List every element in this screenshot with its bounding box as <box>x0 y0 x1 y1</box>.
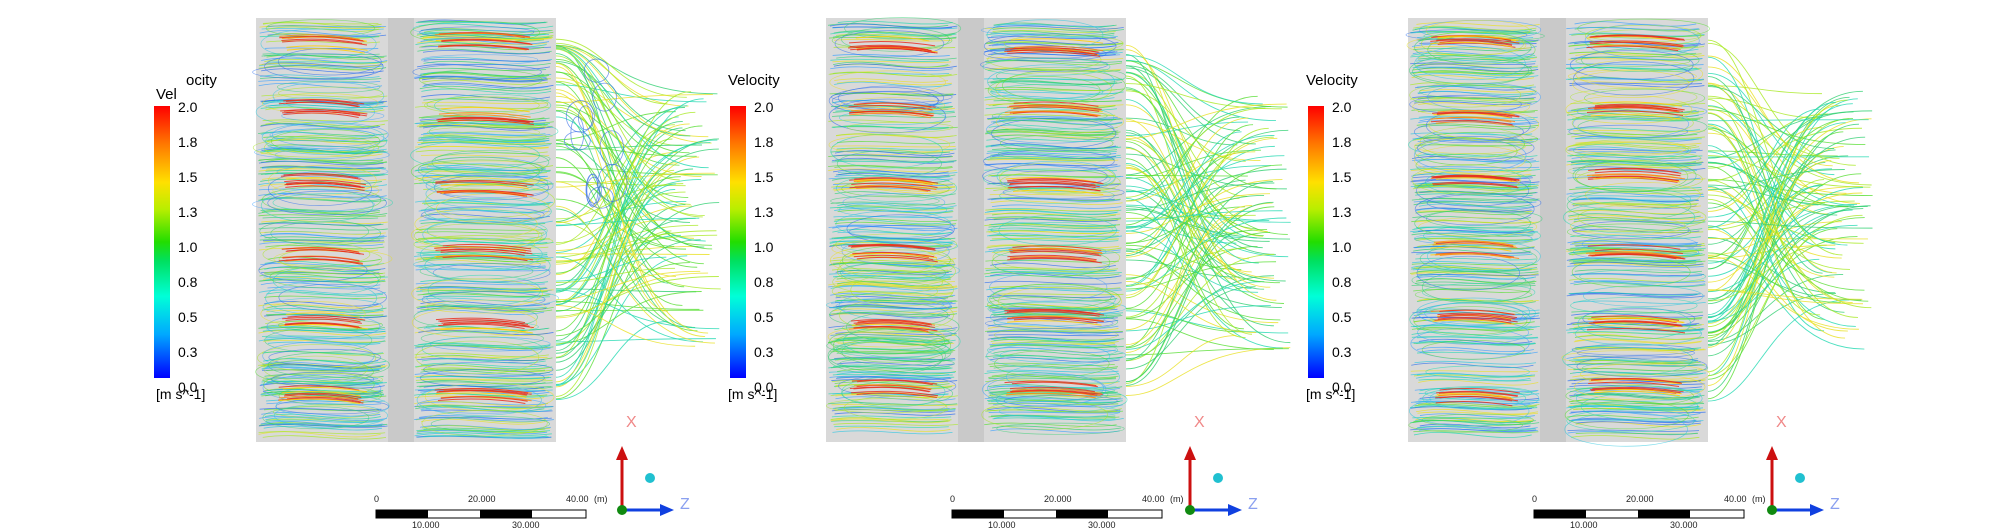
colorbar-tick-label: 1.3 <box>1332 204 1352 220</box>
scale-bar-label: 0 <box>950 494 956 504</box>
colorbar-tick-label: 1.8 <box>754 134 774 150</box>
legend-unit: [m s^-1] <box>156 386 206 402</box>
colorbar-tick-label: 1.0 <box>178 239 198 255</box>
streamline-panel-1: ocity Vel 2.0 1.8 1.5 1.3 1.0 0.8 0.5 0.3 0.0 [m… <box>140 0 740 532</box>
legend-title-clipped-1: ocity Vel <box>156 72 221 106</box>
colorbar-tick-label: 0.8 <box>178 274 198 290</box>
scale-bar-unit: (m) <box>1752 494 1766 504</box>
colorbar-tick-label: 0.5 <box>754 309 774 325</box>
colorbar-tick-label: 0.3 <box>178 344 198 360</box>
legend-unit: [m s^-1] <box>728 386 778 402</box>
colorbar-tick-label: 1.5 <box>754 169 774 185</box>
colorbar-tick-label: 2.0 <box>1332 99 1352 115</box>
scale-bar-label: 0 <box>374 494 380 504</box>
legend-title: Velocity <box>728 72 780 89</box>
streamline-plot-2 <box>825 17 1291 519</box>
colorbar-tick-label: 1.0 <box>754 239 774 255</box>
colorbar-tick-label: 1.0 <box>1332 239 1352 255</box>
colorbar-tick-label: 1.3 <box>754 204 774 220</box>
legend-title: Velocity <box>1306 72 1358 89</box>
colorbar-tick-label: 0.0 <box>754 379 774 395</box>
axis-triad <box>616 446 674 516</box>
colorbar <box>154 106 170 378</box>
colorbar <box>1308 106 1324 378</box>
scale-bar <box>951 509 1163 519</box>
scale-bar-label: 0 <box>1532 494 1538 504</box>
scale-bar-label: 40.00 <box>1142 494 1165 504</box>
scale-bar-label: 10.000 <box>1570 520 1598 530</box>
scale-bar-unit: (m) <box>1170 494 1184 504</box>
axis-triad <box>1184 446 1242 516</box>
center-gap <box>1540 18 1566 442</box>
colorbar-tick-label: 0.3 <box>754 344 774 360</box>
scale-bar-label: 20.000 <box>468 494 496 504</box>
legend-title-part: ocity <box>186 72 217 89</box>
colorbar-tick-label: 0.0 <box>1332 379 1352 395</box>
center-gap <box>958 18 984 442</box>
scale-bar-label: 40.00 <box>1724 494 1747 504</box>
legend-title-part: Vel <box>156 86 177 103</box>
colorbar-tick-label: 0.3 <box>1332 344 1352 360</box>
colorbar-tick-label: 0.8 <box>1332 274 1352 290</box>
colorbar-tick-label: 0.8 <box>754 274 774 290</box>
scale-bar-label: 30.000 <box>1670 520 1698 530</box>
colorbar-tick-label: 1.5 <box>1332 169 1352 185</box>
streamline-plot-3 <box>1405 18 1873 519</box>
axis-z-label: Z <box>1248 496 1258 513</box>
colorbar-tick-label: 1.3 <box>178 204 198 220</box>
colorbar-tick-label: 2.0 <box>754 99 774 115</box>
axis-triad <box>1766 446 1824 516</box>
scale-bar-unit: (m) <box>594 494 608 504</box>
legend-unit: [m s^-1] <box>1306 386 1356 402</box>
scale-bar-label: 40.00 <box>566 494 589 504</box>
colorbar-tick-label: 1.8 <box>178 134 198 150</box>
scale-bar-label: 20.000 <box>1044 494 1072 504</box>
axis-z-label: Z <box>680 496 690 513</box>
axis-x-label: X <box>1776 414 1787 431</box>
colorbar-tick-label: 0.5 <box>178 309 198 325</box>
colorbar-tick-label: 0.5 <box>1332 309 1352 325</box>
center-gap <box>388 18 414 442</box>
colorbar-tick-label: 2.0 <box>178 99 198 115</box>
scale-bar-label: 20.000 <box>1626 494 1654 504</box>
colorbar-tick-label: 1.8 <box>1332 134 1352 150</box>
scale-bar-label: 30.000 <box>512 520 540 530</box>
colorbar-tick-label: 1.5 <box>178 169 198 185</box>
scale-bar <box>1533 509 1745 519</box>
streamline-panel-2: Velocity 2.0 1.8 1.5 1.3 1.0 0.8 0.5 0.3 0.0 [m … <box>712 0 1312 532</box>
axis-x-label: X <box>626 414 637 431</box>
scale-bar-label: 30.000 <box>1088 520 1116 530</box>
axis-z-label: Z <box>1830 496 1840 513</box>
axis-x-label: X <box>1194 414 1205 431</box>
streamline-panel-3: Velocity 2.0 1.8 1.5 1.3 1.0 0.8 0.5 0.3 0.0 [m … <box>1290 0 1890 532</box>
scale-bar-label: 10.000 <box>412 520 440 530</box>
streamline-plot-1 <box>252 18 721 519</box>
colorbar <box>730 106 746 378</box>
colorbar-tick-label: 0.0 <box>178 379 198 395</box>
scale-bar <box>375 509 587 519</box>
scale-bar-label: 10.000 <box>988 520 1016 530</box>
